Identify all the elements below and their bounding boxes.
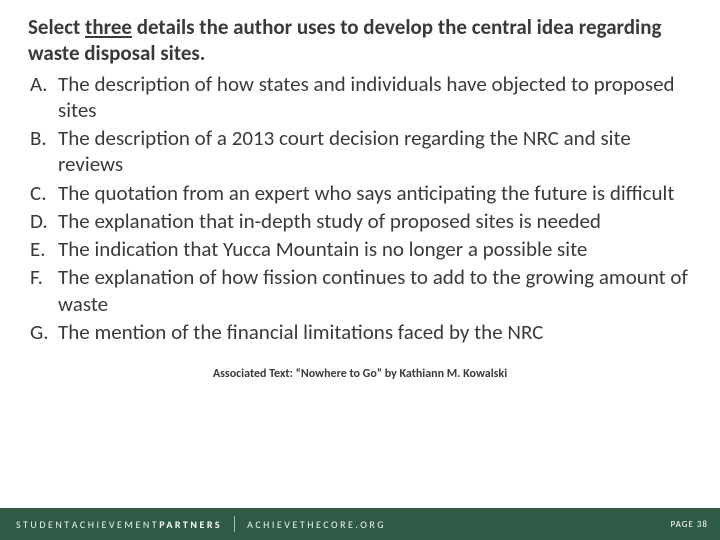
option-d[interactable]: D. The explanation that in-depth study o… (28, 208, 692, 234)
footer-page-number: PAGE 38 (671, 519, 708, 530)
option-text: The explanation that in-depth study of p… (58, 208, 692, 234)
option-letter: D. (28, 208, 58, 234)
option-g[interactable]: G. The mention of the financial limitati… (28, 319, 692, 345)
footer-org-word1: STUDENT (16, 518, 72, 531)
footer-org-word2: ACHIEVEMENT (72, 518, 160, 531)
option-letter: B. (28, 125, 58, 178)
option-b[interactable]: B. The description of a 2013 court decis… (28, 125, 692, 178)
option-letter: E. (28, 236, 58, 262)
option-text: The quotation from an expert who says an… (58, 180, 692, 206)
footer-site: ACHIEVETHECORE.ORG (247, 518, 386, 531)
associated-text: Associated Text: “Nowhere to Go” by Kath… (28, 367, 692, 381)
option-e[interactable]: E. The indication that Yucca Mountain is… (28, 236, 692, 262)
option-letter: F. (28, 264, 58, 317)
option-c[interactable]: C. The quotation from an expert who says… (28, 180, 692, 206)
option-text: The description of a 2013 court decision… (58, 125, 692, 178)
question-stem: Select three details the author uses to … (28, 14, 692, 67)
option-text: The mention of the financial limitations… (58, 319, 692, 345)
option-letter: A. (28, 71, 58, 124)
option-text: The explanation of how fission continues… (58, 264, 692, 317)
option-a[interactable]: A. The description of how states and ind… (28, 71, 692, 124)
question-underlined: three (85, 14, 132, 40)
footer-divider (234, 516, 235, 532)
option-f[interactable]: F. The explanation of how fission contin… (28, 264, 692, 317)
slide-content: Select three details the author uses to … (0, 0, 720, 381)
footer-org-word3: PARTNERS (159, 518, 222, 531)
option-letter: G. (28, 319, 58, 345)
option-text: The indication that Yucca Mountain is no… (58, 236, 692, 262)
question-prefix: Select (28, 14, 85, 40)
slide-footer: STUDENT ACHIEVEMENT PARTNERS ACHIEVETHEC… (0, 508, 720, 540)
option-text: The description of how states and indivi… (58, 71, 692, 124)
option-letter: C. (28, 180, 58, 206)
footer-left: STUDENT ACHIEVEMENT PARTNERS ACHIEVETHEC… (16, 516, 386, 532)
options-list: A. The description of how states and ind… (28, 71, 692, 346)
